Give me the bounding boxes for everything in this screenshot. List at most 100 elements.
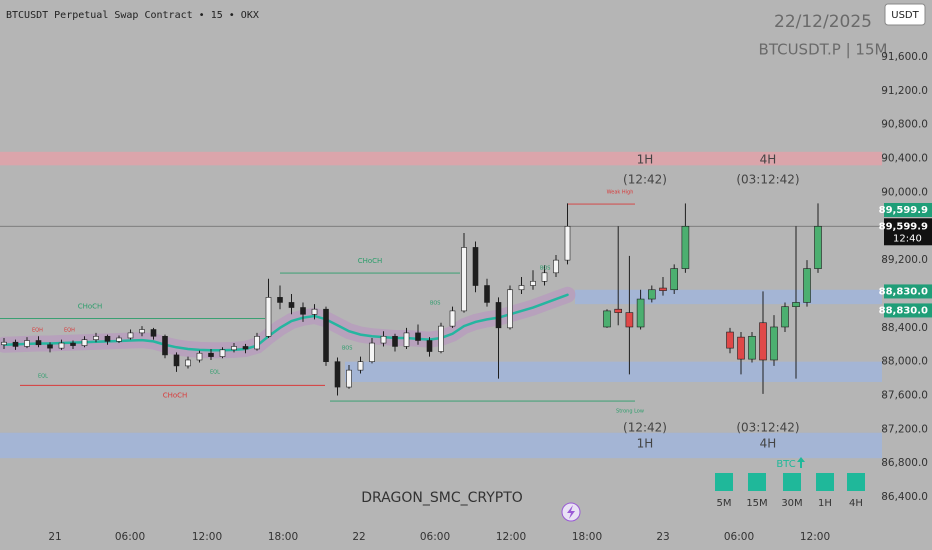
- zone: [575, 289, 882, 305]
- zone: [0, 151, 882, 166]
- htf-timeframe: 1H: [637, 153, 654, 167]
- candle-body: [1, 341, 7, 346]
- candle-body: [196, 352, 203, 361]
- zone-price-label-box: [884, 303, 932, 318]
- candle-body: [392, 335, 398, 347]
- candle-body: [449, 310, 456, 327]
- candle-body: [162, 335, 168, 356]
- x-tick-label: 06:00: [420, 531, 450, 543]
- candle-body: [231, 346, 237, 351]
- htf-countdown: (03:12:42): [736, 421, 799, 435]
- trend-label: BTC: [776, 459, 795, 470]
- candle-body: [495, 302, 502, 329]
- structure-label: Weak High: [607, 190, 634, 196]
- candle-body: [185, 359, 191, 367]
- candle-body: [814, 225, 822, 269]
- small-label: EQL: [210, 370, 220, 376]
- candle-body: [81, 339, 88, 346]
- candle-body: [139, 329, 145, 334]
- candle-body: [93, 335, 99, 340]
- last-price-label: 89,599.9: [879, 221, 928, 232]
- candle-body: [507, 289, 513, 329]
- x-tick-label: 21: [48, 531, 61, 543]
- candle-body: [647, 289, 656, 300]
- x-tick-label: 06:00: [724, 531, 754, 543]
- date: 22/12/2025: [774, 12, 872, 32]
- last-price-tag: [884, 218, 932, 246]
- zone-price-label: 88,830.0: [879, 305, 928, 316]
- ema-line: [2, 293, 569, 352]
- candle-body: [659, 287, 667, 291]
- candle-body: [564, 225, 571, 261]
- candle-body: [614, 308, 623, 313]
- htf-countdown: (12:42): [623, 173, 667, 187]
- candle-body: [438, 325, 444, 352]
- timeframe-box[interactable]: [783, 473, 801, 491]
- trend-arrow: [797, 457, 805, 468]
- small-label: EQH: [32, 328, 43, 334]
- y-tick-label: 91,200.0: [881, 85, 928, 97]
- timeframe-label: 1H: [818, 498, 832, 509]
- zone: [345, 361, 882, 382]
- last-price-label-box: [884, 203, 932, 217]
- candle-body: [104, 335, 111, 342]
- candle-body: [770, 326, 778, 361]
- htf-timeframe: 1H: [637, 437, 654, 451]
- timeframe-box[interactable]: [816, 473, 834, 491]
- x-tick-label: 12:00: [192, 531, 222, 543]
- small-label: BOS: [342, 346, 352, 352]
- candle-body: [150, 329, 157, 337]
- structure-label: Strong Low: [616, 409, 644, 415]
- candle-body: [219, 349, 226, 357]
- candle-body: [311, 308, 318, 315]
- timeframe-box[interactable]: [847, 473, 865, 491]
- candle-body: [415, 332, 421, 341]
- candle-body: [346, 369, 352, 388]
- candle-body: [670, 268, 679, 291]
- zone: [0, 432, 882, 459]
- symbol: BTCUSDT.P | 15M: [759, 41, 888, 59]
- candle-body: [472, 247, 479, 286]
- candle-body: [208, 352, 214, 357]
- countdown: 12:40: [893, 233, 922, 244]
- chart-title: BTCUSDT Perpetual Swap Contract • 15 • O…: [6, 10, 259, 21]
- small-label: EQL: [38, 374, 48, 380]
- y-tick-label: 86,800.0: [881, 457, 928, 469]
- timeframe-box[interactable]: [748, 473, 766, 491]
- y-tick-label: 88,400.0: [881, 322, 928, 334]
- zone-price-label-box: [884, 284, 932, 299]
- currency[interactable]: USDT: [891, 10, 919, 21]
- candle-body: [541, 272, 548, 282]
- candle-body: [625, 312, 634, 328]
- timeframe-box[interactable]: [715, 473, 733, 491]
- x-tick-label: 12:00: [800, 531, 830, 543]
- candle-body: [70, 342, 76, 346]
- alert-bolt: [567, 505, 575, 519]
- candle-body: [553, 259, 559, 274]
- x-tick-label: 18:00: [572, 531, 602, 543]
- candle-body: [726, 331, 734, 349]
- small-label: BOS: [430, 301, 440, 307]
- candle-body: [173, 354, 180, 367]
- structure-label: CHoCH: [78, 303, 103, 311]
- candle-body: [24, 340, 30, 347]
- candle-body: [254, 335, 260, 350]
- candle-body: [265, 297, 272, 337]
- candle-body: [759, 322, 767, 361]
- y-tick-label: 87,200.0: [881, 423, 928, 435]
- htf-timeframe: 4H: [760, 437, 777, 451]
- candle-body: [242, 346, 249, 350]
- htf-countdown: (03:12:42): [736, 173, 799, 187]
- candle-body: [12, 341, 19, 347]
- y-tick-label: 86,400.0: [881, 491, 928, 503]
- currency-button[interactable]: [884, 3, 926, 26]
- watermark: DRAGON_SMC_CRYPTO: [361, 490, 523, 506]
- x-tick-label: 22: [352, 531, 365, 543]
- candle-body: [748, 335, 756, 360]
- structure-label: CHoCH: [163, 391, 188, 399]
- candle-body: [380, 335, 387, 344]
- timeframe-label: 5M: [717, 498, 732, 509]
- candle-body: [369, 342, 375, 362]
- candle-body: [426, 340, 433, 352]
- x-tick-label: 18:00: [268, 531, 298, 543]
